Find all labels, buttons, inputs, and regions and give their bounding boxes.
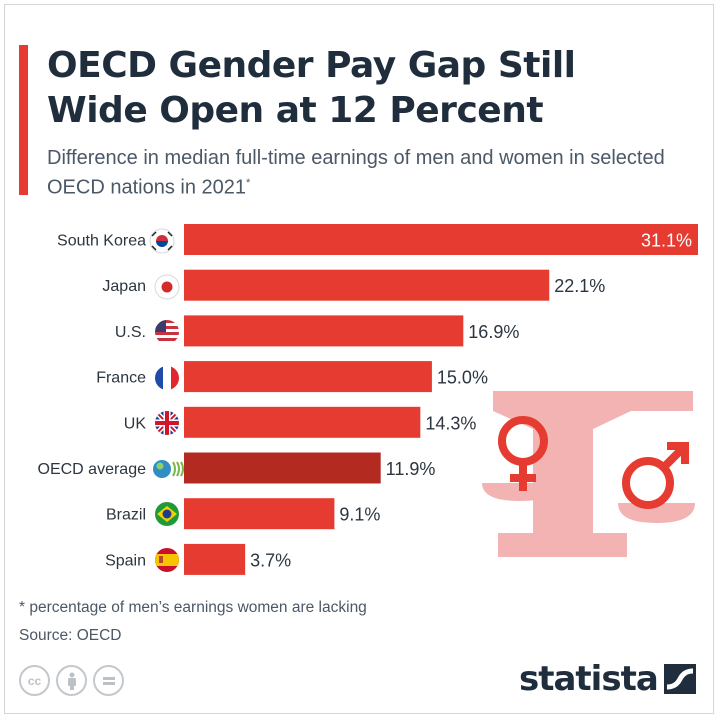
subtitle-asterisk: * (246, 177, 251, 189)
category-label: Brazil (106, 507, 146, 524)
bar-japan (184, 269, 550, 301)
infographic-card: OECD Gender Pay Gap Still Wide Open at 1… (4, 4, 714, 714)
value-label: 16.9% (468, 322, 519, 342)
chart-subtitle: Difference in median full-time earnings … (47, 146, 687, 201)
no-derivatives-icon[interactable] (93, 665, 124, 696)
statista-wave-icon (663, 664, 696, 694)
bar-france (184, 361, 432, 393)
flag-us (155, 320, 179, 344)
category-label: South Korea (57, 233, 146, 250)
subtitle-text: Difference in median full-time earnings … (47, 147, 665, 199)
category-label: UK (124, 415, 147, 432)
bar-chart: South Korea 31.1% Japan 22.1% U.S. 16.9% Franc… (38, 224, 698, 575)
scale-pan-right (618, 503, 695, 523)
value-label: 9.1% (339, 505, 380, 525)
value-label: 3.7% (250, 550, 291, 570)
value-label: 11.9% (386, 459, 436, 479)
attribution-icon[interactable] (56, 665, 87, 696)
source-note: Source: OECD (19, 627, 122, 644)
person-glyph (67, 672, 76, 690)
title-accent-bar (19, 45, 28, 195)
gender-scale-illustration (482, 391, 695, 557)
scale-pan-left (482, 483, 558, 501)
flag-brazil (155, 502, 179, 526)
license-icons: cc (19, 665, 124, 696)
statista-logo[interactable]: statista (519, 659, 696, 699)
female-symbol-icon (498, 416, 548, 491)
flag-france (155, 366, 179, 390)
flag-japan (154, 274, 180, 300)
footnote: * percentage of men’s earnings women are… (19, 599, 367, 616)
bar-oecd-average (184, 452, 381, 484)
flag-spain (155, 548, 179, 572)
value-label: 22.1% (554, 276, 605, 296)
category-label: OECD average (38, 461, 147, 478)
category-label: Japan (102, 278, 146, 295)
flag-uk (155, 411, 179, 435)
cc-icon[interactable]: cc (19, 665, 50, 696)
bar-spain (184, 543, 246, 575)
value-label: 14.3% (425, 413, 476, 433)
category-label: Spain (105, 552, 146, 569)
oecd-logo (153, 460, 184, 478)
category-label: U.S. (115, 324, 146, 341)
male-symbol-icon (622, 442, 689, 509)
brand-name: statista (519, 659, 659, 699)
bar-south-korea (184, 224, 698, 255)
flag-south-korea (149, 228, 175, 254)
value-label: 31.1% (641, 231, 692, 251)
category-label: France (96, 370, 146, 387)
bar-brazil (184, 498, 335, 530)
equals-glyph (102, 676, 115, 685)
chart-title: OECD Gender Pay Gap Still Wide Open at 1… (47, 45, 576, 131)
value-label: 15.0% (437, 368, 488, 388)
bar-u-s (184, 315, 464, 347)
bar-uk (184, 406, 421, 438)
